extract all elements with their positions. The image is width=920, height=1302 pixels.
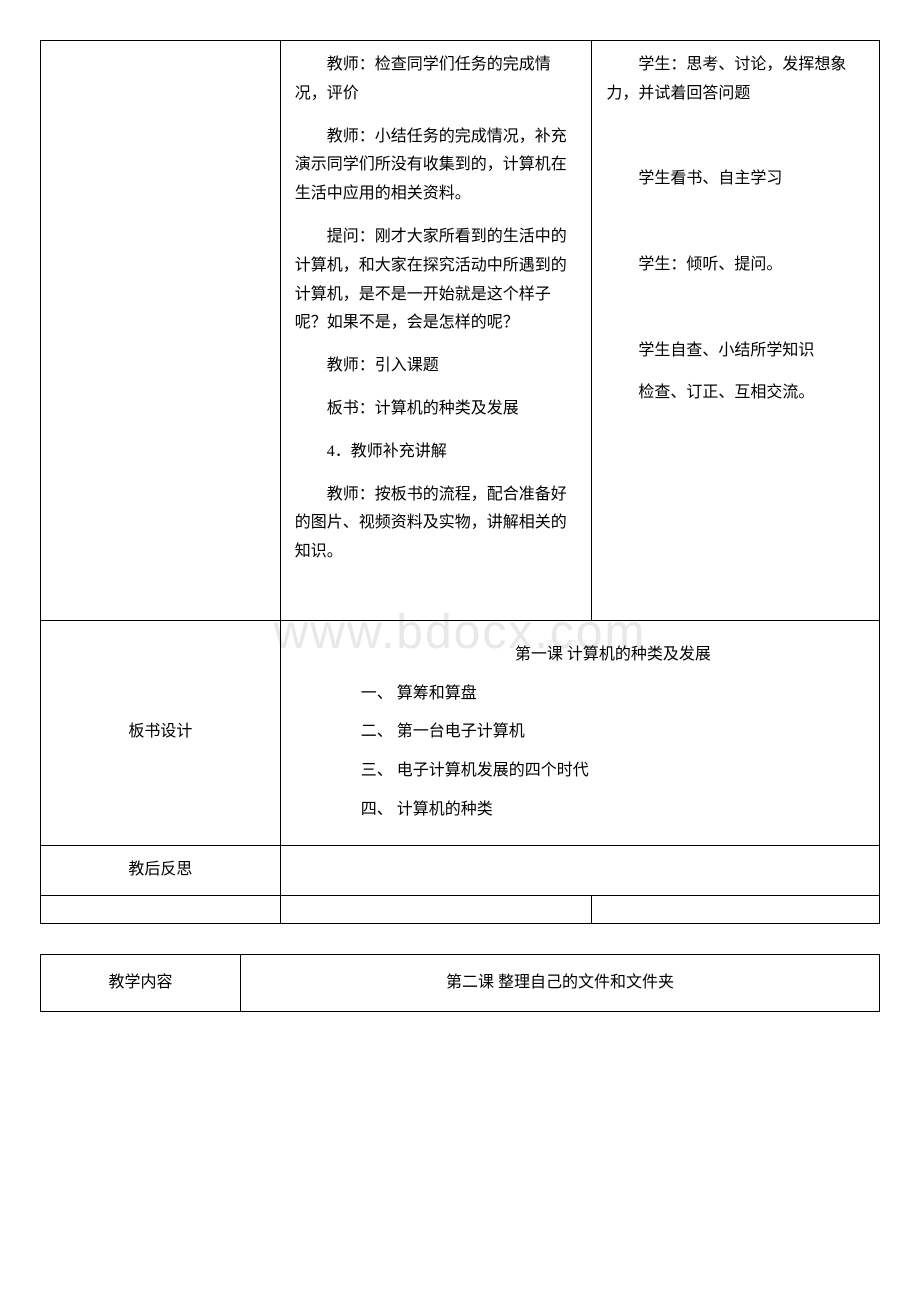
reflection-label: 教后反思: [41, 845, 281, 895]
teacher-p3: 提问：刚才大家所看到的生活中的计算机，和大家在探究活动中所遇到的计算机，是不是一…: [295, 223, 578, 338]
student-p1: 学生：思考、讨论，发挥想象力，并试着回答问题: [606, 51, 865, 109]
student-p2: 学生看书、自主学习: [606, 165, 865, 194]
teacher-p4: 教师：引入课题: [295, 352, 578, 381]
lesson-content-row: 教学内容 第二课 整理自己的文件和文件夹: [41, 954, 880, 1012]
student-p4: 学生自查、小结所学知识: [606, 337, 865, 366]
footer-row: [41, 895, 880, 923]
board-design-row: 板书设计 第一课 计算机的种类及发展 一、 算筹和算盘 二、 第一台电子计算机 …: [41, 620, 880, 845]
footer-cell-1: [41, 895, 281, 923]
lesson-plan-table-1: 教师：检查同学们任务的完成情况，评价 教师：小结任务的完成情况，补充演示同学们所…: [40, 40, 880, 924]
student-p3: 学生：倾听、提问。: [606, 251, 865, 280]
student-p5: 检查、订正、互相交流。: [606, 379, 865, 408]
board-item-4: 四、 计算机的种类: [361, 796, 865, 825]
reflection-content: [280, 845, 879, 895]
footer-cell-2: [280, 895, 592, 923]
teacher-p2: 教师：小结任务的完成情况，补充演示同学们所没有收集到的，计算机在生活中应用的相关…: [295, 123, 578, 209]
reflection-row: 教后反思: [41, 845, 880, 895]
board-item-2: 二、 第一台电子计算机: [361, 718, 865, 747]
board-title: 第一课 计算机的种类及发展: [361, 641, 865, 670]
teacher-p5: 板书：计算机的种类及发展: [295, 395, 578, 424]
board-item-1: 一、 算筹和算盘: [361, 680, 865, 709]
board-design-label: 板书设计: [41, 620, 281, 845]
teacher-p1: 教师：检查同学们任务的完成情况，评价: [295, 51, 578, 109]
lesson-content-value: 第二课 整理自己的文件和文件夹: [241, 954, 880, 1012]
teacher-p6: 4．教师补充讲解: [295, 438, 578, 467]
footer-cell-3: [592, 895, 880, 923]
board-design-content: 第一课 计算机的种类及发展 一、 算筹和算盘 二、 第一台电子计算机 三、 电子…: [280, 620, 879, 845]
teacher-activity-cell: 教师：检查同学们任务的完成情况，评价 教师：小结任务的完成情况，补充演示同学们所…: [280, 41, 592, 621]
teacher-p7: 教师：按板书的流程，配合准备好的图片、视频资料及实物，讲解相关的知识。: [295, 481, 578, 567]
student-activity-cell: 学生：思考、讨论，发挥想象力，并试着回答问题 学生看书、自主学习 学生：倾听、提…: [592, 41, 880, 621]
activity-row: 教师：检查同学们任务的完成情况，评价 教师：小结任务的完成情况，补充演示同学们所…: [41, 41, 880, 621]
board-item-3: 三、 电子计算机发展的四个时代: [361, 757, 865, 786]
lesson-content-label: 教学内容: [41, 954, 241, 1012]
lesson-plan-table-2: 教学内容 第二课 整理自己的文件和文件夹: [40, 954, 880, 1013]
empty-lead-cell: [41, 41, 281, 621]
